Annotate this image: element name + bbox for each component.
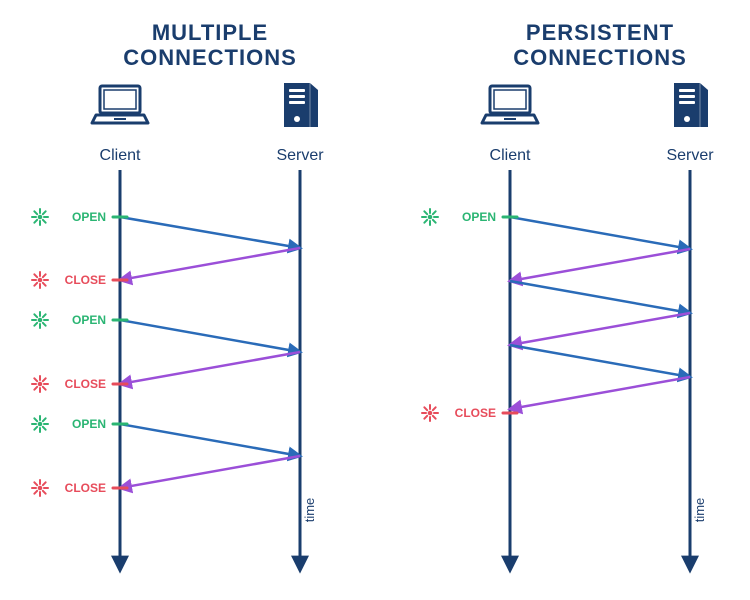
diagram-panel: PERSISTENTCONNECTIONS Client Server OPEN CLO…	[422, 20, 714, 570]
open-burst-icon	[422, 209, 438, 225]
response-arrow	[120, 456, 300, 488]
time-axis-label: time	[692, 498, 707, 523]
close-label: CLOSE	[455, 406, 496, 420]
laptop-icon	[482, 86, 538, 123]
client-label: Client	[490, 147, 531, 164]
open-burst-icon	[32, 416, 48, 432]
panel-title-line2: CONNECTIONS	[513, 45, 687, 70]
response-arrow	[120, 248, 300, 280]
panel-title-line1: MULTIPLE	[152, 20, 268, 45]
client-label: Client	[100, 147, 141, 164]
close-burst-icon	[32, 376, 48, 392]
request-arrow	[120, 424, 300, 456]
laptop-icon	[92, 86, 148, 123]
close-label: CLOSE	[65, 481, 106, 495]
close-burst-icon	[32, 272, 48, 288]
panel-title-line1: PERSISTENT	[526, 20, 674, 45]
server-label: Server	[666, 147, 714, 164]
response-arrow	[510, 377, 690, 409]
response-arrow	[510, 249, 690, 281]
open-label: OPEN	[72, 417, 106, 431]
request-arrow	[120, 217, 300, 248]
close-burst-icon	[32, 480, 48, 496]
server-label: Server	[276, 147, 324, 164]
open-label: OPEN	[72, 313, 106, 327]
diagram-panel: MULTIPLECONNECTIONS Client Server OPEN CLOSE…	[32, 20, 324, 570]
request-arrow	[510, 345, 690, 377]
close-label: CLOSE	[65, 273, 106, 287]
request-arrow	[120, 320, 300, 352]
request-arrow	[510, 217, 690, 249]
close-label: CLOSE	[65, 377, 106, 391]
diagram-stage: MULTIPLECONNECTIONSClientServerOPENCLOSE…	[0, 0, 750, 600]
open-label: OPEN	[72, 210, 106, 224]
open-burst-icon	[32, 312, 48, 328]
server-icon	[284, 83, 318, 127]
panel-title-line2: CONNECTIONS	[123, 45, 297, 70]
server-icon	[674, 83, 708, 127]
request-arrow	[510, 281, 690, 313]
open-label: OPEN	[462, 210, 496, 224]
close-burst-icon	[422, 405, 438, 421]
open-burst-icon	[32, 209, 48, 225]
response-arrow	[120, 352, 300, 384]
time-axis-label: time	[302, 498, 317, 523]
response-arrow	[510, 313, 690, 345]
